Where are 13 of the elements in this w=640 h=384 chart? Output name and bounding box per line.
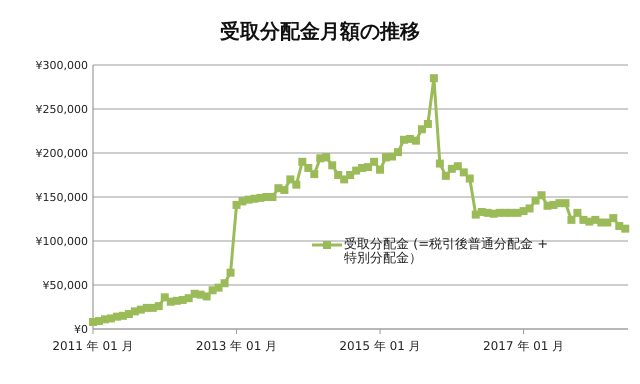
x-tick-label: 2015 年 01 月	[339, 339, 421, 353]
title: 受取分配金月額の推移	[220, 19, 420, 43]
y-tick-label: ¥250,000	[36, 103, 88, 116]
legend-label: 受取分配金 (=税引後普通分配金 + 特別分配金）	[344, 237, 549, 266]
y-tick-label: ¥150,000	[36, 191, 88, 204]
x-tick-label: 2011 年 01 月	[52, 339, 134, 353]
y-tick-label: ¥100,000	[36, 235, 88, 248]
y-tick-label: ¥0	[74, 323, 88, 336]
y-tick-label: ¥50,000	[42, 279, 88, 292]
x-tick-label: 2017 年 01 月	[482, 339, 564, 353]
x-tick-label: 2013 年 01 月	[196, 339, 278, 353]
y-tick-label: ¥200,000	[36, 147, 88, 160]
y-tick-label: ¥300,000	[36, 59, 88, 72]
